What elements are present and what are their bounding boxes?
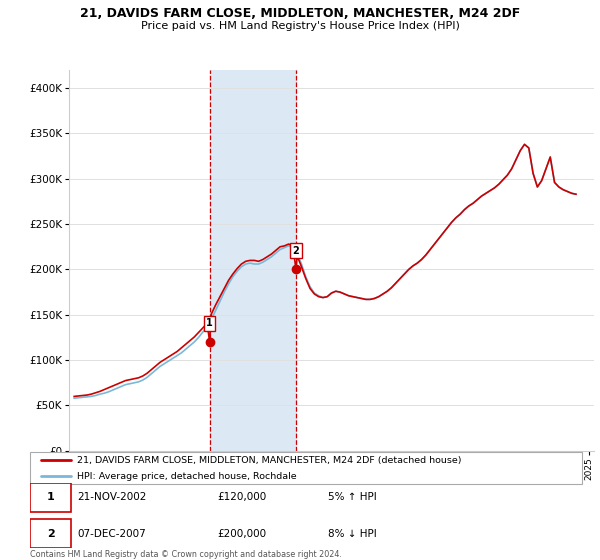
Text: 1: 1 [206,319,213,328]
FancyBboxPatch shape [30,452,582,484]
FancyBboxPatch shape [30,483,71,512]
Text: 21, DAVIDS FARM CLOSE, MIDDLETON, MANCHESTER, M24 2DF (detached house): 21, DAVIDS FARM CLOSE, MIDDLETON, MANCHE… [77,455,461,465]
Text: 07-DEC-2007: 07-DEC-2007 [77,529,146,539]
FancyBboxPatch shape [30,519,71,548]
Text: Contains HM Land Registry data © Crown copyright and database right 2024.
This d: Contains HM Land Registry data © Crown c… [30,550,342,560]
Text: Price paid vs. HM Land Registry's House Price Index (HPI): Price paid vs. HM Land Registry's House … [140,21,460,31]
Text: 1: 1 [47,492,55,502]
Text: £120,000: £120,000 [218,492,267,502]
Text: 5% ↑ HPI: 5% ↑ HPI [328,492,377,502]
Text: 21, DAVIDS FARM CLOSE, MIDDLETON, MANCHESTER, M24 2DF: 21, DAVIDS FARM CLOSE, MIDDLETON, MANCHE… [80,7,520,20]
Text: 2: 2 [293,246,299,256]
Text: £200,000: £200,000 [218,529,267,539]
Bar [209,70,296,451]
Text: 2: 2 [47,529,55,539]
Text: HPI: Average price, detached house, Rochdale: HPI: Average price, detached house, Roch… [77,472,296,481]
Text: 8% ↓ HPI: 8% ↓ HPI [328,529,377,539]
Text: 21-NOV-2002: 21-NOV-2002 [77,492,146,502]
